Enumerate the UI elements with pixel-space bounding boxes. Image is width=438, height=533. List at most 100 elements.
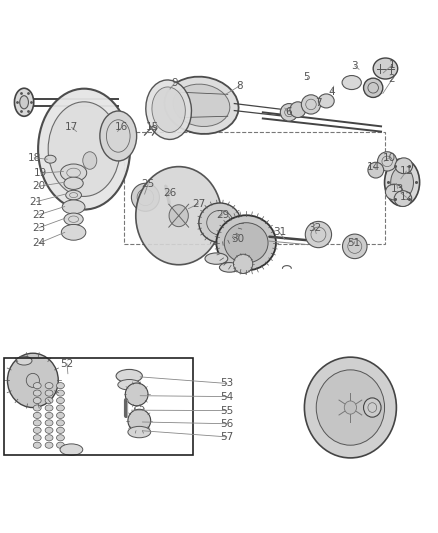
Ellipse shape <box>364 398 381 417</box>
Ellipse shape <box>118 379 141 390</box>
Ellipse shape <box>373 58 398 79</box>
Text: 5: 5 <box>303 72 310 82</box>
Text: 22: 22 <box>32 210 45 220</box>
Text: 7: 7 <box>315 98 322 108</box>
Ellipse shape <box>342 76 361 90</box>
Ellipse shape <box>33 427 41 433</box>
Ellipse shape <box>33 390 41 396</box>
Text: 18: 18 <box>28 153 41 163</box>
Ellipse shape <box>20 96 28 109</box>
Text: 31: 31 <box>273 228 286 237</box>
Ellipse shape <box>280 103 298 121</box>
Text: 54: 54 <box>220 392 233 401</box>
Text: 53: 53 <box>220 378 233 389</box>
Ellipse shape <box>224 223 268 263</box>
Ellipse shape <box>131 183 159 211</box>
Ellipse shape <box>60 444 83 455</box>
Ellipse shape <box>45 398 53 403</box>
Text: 10: 10 <box>382 153 396 163</box>
Text: 24: 24 <box>32 238 45 248</box>
Ellipse shape <box>125 383 148 406</box>
Ellipse shape <box>301 95 321 114</box>
Ellipse shape <box>395 158 413 174</box>
Text: 32: 32 <box>308 223 321 233</box>
Ellipse shape <box>33 383 41 389</box>
Ellipse shape <box>45 383 53 389</box>
Ellipse shape <box>7 353 58 408</box>
Ellipse shape <box>57 427 64 433</box>
Text: 30: 30 <box>231 234 244 244</box>
Text: 52: 52 <box>60 359 74 369</box>
Ellipse shape <box>385 184 403 200</box>
Ellipse shape <box>146 80 191 140</box>
Ellipse shape <box>45 155 56 163</box>
Ellipse shape <box>38 88 130 209</box>
Text: 19: 19 <box>34 168 47 178</box>
Ellipse shape <box>305 221 332 248</box>
Ellipse shape <box>60 164 87 182</box>
Ellipse shape <box>57 398 64 403</box>
Text: 1: 1 <box>389 60 396 70</box>
Text: 15: 15 <box>146 122 159 132</box>
Ellipse shape <box>33 442 41 448</box>
Bar <box>4 359 193 455</box>
Ellipse shape <box>45 413 53 418</box>
Ellipse shape <box>205 253 228 264</box>
Ellipse shape <box>219 263 240 272</box>
Ellipse shape <box>14 88 34 116</box>
Ellipse shape <box>45 390 53 396</box>
Ellipse shape <box>45 435 53 441</box>
Ellipse shape <box>48 102 120 197</box>
Ellipse shape <box>64 213 83 225</box>
Ellipse shape <box>57 405 64 411</box>
Text: 55: 55 <box>220 406 233 416</box>
Ellipse shape <box>33 413 41 418</box>
Ellipse shape <box>57 420 64 426</box>
Ellipse shape <box>391 167 413 198</box>
Ellipse shape <box>33 435 41 441</box>
Ellipse shape <box>64 177 83 189</box>
Ellipse shape <box>45 420 53 426</box>
Ellipse shape <box>66 190 81 200</box>
Text: 51: 51 <box>347 238 360 248</box>
Ellipse shape <box>304 357 396 458</box>
Ellipse shape <box>378 152 397 171</box>
Ellipse shape <box>318 94 334 108</box>
Ellipse shape <box>344 401 357 414</box>
Ellipse shape <box>152 87 185 132</box>
Ellipse shape <box>368 162 384 178</box>
Text: 3: 3 <box>351 61 358 71</box>
Text: 2: 2 <box>389 75 396 84</box>
Ellipse shape <box>136 167 222 265</box>
Ellipse shape <box>57 442 64 448</box>
Ellipse shape <box>128 409 151 432</box>
Ellipse shape <box>100 111 137 161</box>
Text: 20: 20 <box>32 181 45 191</box>
Text: 8: 8 <box>237 80 244 91</box>
Ellipse shape <box>83 152 97 169</box>
Ellipse shape <box>61 224 86 240</box>
Ellipse shape <box>57 383 64 389</box>
Ellipse shape <box>33 420 41 426</box>
Ellipse shape <box>173 84 230 126</box>
Ellipse shape <box>290 102 306 118</box>
Text: 13: 13 <box>391 183 404 193</box>
Ellipse shape <box>62 200 85 214</box>
Text: 23: 23 <box>32 223 45 233</box>
Text: 25: 25 <box>141 179 155 189</box>
Ellipse shape <box>233 254 253 273</box>
Ellipse shape <box>164 77 239 134</box>
Text: 9: 9 <box>171 78 178 88</box>
Ellipse shape <box>45 427 53 433</box>
Text: 17: 17 <box>65 122 78 132</box>
Ellipse shape <box>169 205 188 227</box>
Ellipse shape <box>316 370 385 445</box>
Text: 12: 12 <box>400 192 413 203</box>
Ellipse shape <box>343 234 367 259</box>
Text: 11: 11 <box>400 166 413 176</box>
Ellipse shape <box>199 203 241 243</box>
Ellipse shape <box>33 405 41 411</box>
Text: 4: 4 <box>328 87 336 97</box>
Text: 29: 29 <box>216 210 229 220</box>
Text: 26: 26 <box>163 188 177 198</box>
